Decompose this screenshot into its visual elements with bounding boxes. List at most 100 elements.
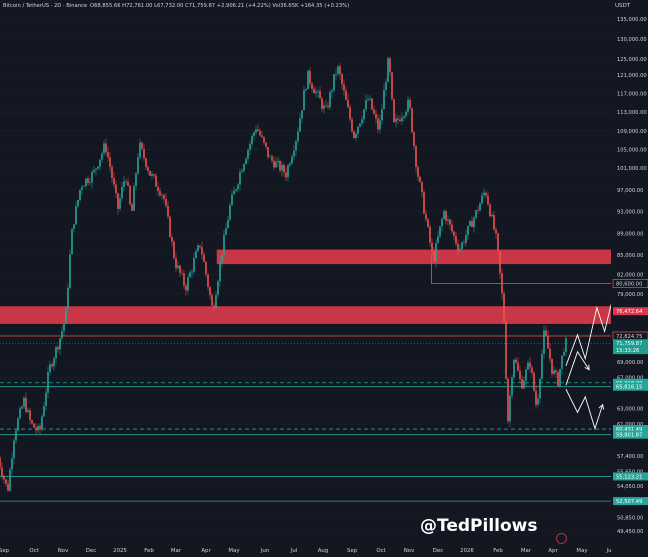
candle-body [423,192,425,214]
price-badge [613,339,648,348]
candle-body [23,397,25,407]
candle-body [29,410,31,421]
candle-body [459,249,461,251]
candle-body [559,368,561,386]
candle-body [125,181,127,183]
candle-body [347,99,349,108]
candle-body [439,226,441,237]
candle-body [27,410,29,412]
candle-body [419,176,421,182]
candle-body [45,392,47,406]
y-tick-label: 97,000.00 [617,188,643,194]
candle-body [187,277,189,291]
candle-body [297,131,299,142]
candle-body [169,216,171,238]
candle-body [37,425,39,431]
candle-body [491,215,493,217]
volume-change: +164.35 (+0.23%) [300,3,350,9]
symbol-title[interactable]: Bitcoin / TetherUS · 2D · Binance [3,3,87,9]
candle-body [15,430,17,441]
price-axis[interactable] [611,0,648,557]
candle-body [271,156,273,161]
watermark: @TedPillows [420,516,538,536]
candle-body [507,378,509,422]
x-tick-label: Sep [347,548,358,554]
candle-body [529,362,531,368]
candle-body [7,483,9,491]
candle-body [313,88,315,94]
ohlc-readout: O68,855.66 H72,761.00 L67,732.00 C71,759… [90,3,350,9]
candle-body [249,143,251,151]
candle-body [407,99,409,112]
candle-body [311,83,313,89]
price-badge-label: 71,759.87 [616,341,642,347]
candle-body [535,390,537,405]
candle-body [367,99,369,101]
x-tick-label: May [228,548,240,554]
candle-body [137,157,139,174]
candle-body [289,163,291,166]
candle-body [13,440,15,459]
candle-body [385,82,387,90]
candle-body [205,261,207,275]
candle-body [461,242,463,250]
candle-body [497,233,499,251]
candle-body [433,251,435,262]
candle-body [215,294,217,308]
y-tick-label: 105,000.00 [617,147,647,153]
candle-body [285,172,287,178]
candle-body [59,338,61,350]
candle-body [387,58,389,83]
candle-body [147,167,149,171]
x-tick-label: Nov [58,548,69,554]
candle-body [39,425,41,430]
candle-body [235,189,237,191]
x-tick-label: Mar [521,548,532,554]
candle-body [299,118,301,132]
candle-body [413,132,415,147]
candle-body [185,285,187,291]
candle-body [83,186,85,187]
candle-body [333,74,335,91]
candle-body [445,211,447,221]
candle-body [481,195,483,204]
candle-body [471,221,473,228]
candle-body [493,215,495,230]
candle-body [213,305,215,308]
candle-body [167,205,169,217]
candle-body [275,161,277,168]
candle-body [539,379,541,399]
candle-body [549,348,551,359]
candle-body [349,107,351,120]
candle-body [291,156,293,164]
candle-body [43,405,45,417]
candle-body [57,347,59,350]
projection-up-arrow [565,283,617,367]
candle-body [49,364,51,373]
y-tick-label: 85,000.00 [617,253,643,259]
candle-body [417,166,419,177]
candle-body [397,118,399,120]
candle-body [293,150,295,157]
candle-body [51,364,53,367]
candle-body [451,224,453,232]
candle-body [457,243,459,251]
candle-body [377,118,379,130]
candle-body [181,272,183,274]
price-badge [613,430,648,439]
candle-body [209,287,211,296]
candle-body [231,194,233,205]
candle-body [403,116,405,118]
candle-body [61,331,63,339]
candle-body [273,160,275,168]
time-axis[interactable] [0,540,611,557]
candle-body [67,287,69,309]
candles [0,56,567,492]
candle-body [33,423,35,428]
candle-body [453,231,455,236]
candle-body [195,251,197,259]
price-badge [613,382,648,391]
candle-body [565,338,567,352]
currency-label[interactable]: USDT [615,3,631,9]
